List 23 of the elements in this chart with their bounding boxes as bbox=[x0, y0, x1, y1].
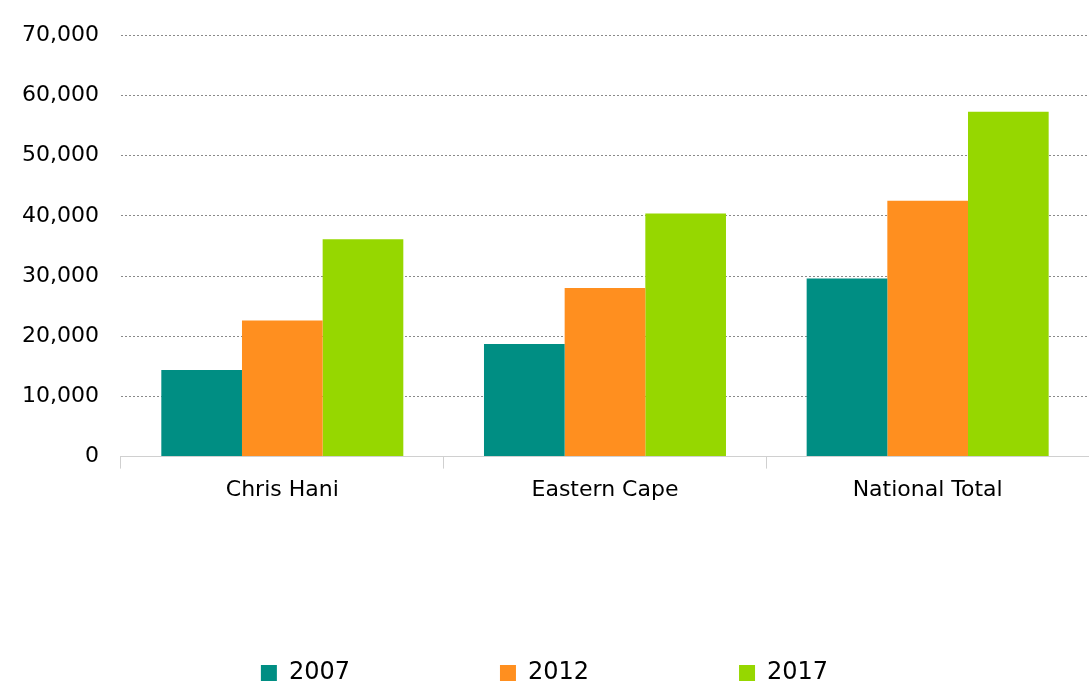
bar bbox=[806, 278, 888, 457]
legend-label: 2007 bbox=[288, 657, 350, 686]
bar bbox=[483, 344, 565, 457]
y-tick-label: 0 bbox=[84, 442, 99, 468]
bar bbox=[968, 111, 1049, 457]
y-tick-label: 60,000 bbox=[21, 81, 99, 107]
bar bbox=[322, 239, 404, 457]
x-tick-label: Eastern Cape bbox=[531, 475, 679, 501]
y-tick-label: 30,000 bbox=[21, 261, 99, 287]
x-tick-label: National Total bbox=[852, 475, 1003, 501]
bar bbox=[161, 369, 242, 457]
bar bbox=[564, 288, 646, 457]
y-tick-label: 70,000 bbox=[21, 20, 99, 46]
x-tick-label: Chris Hani bbox=[225, 475, 339, 501]
bar bbox=[241, 320, 323, 457]
legend-label: 2017 bbox=[767, 657, 829, 686]
bar bbox=[887, 200, 968, 457]
legend-label: 2012 bbox=[527, 657, 590, 686]
bar bbox=[645, 213, 726, 457]
y-tick-label: 20,000 bbox=[21, 321, 99, 347]
y-tick-label: 40,000 bbox=[21, 201, 99, 227]
y-tick-label: 50,000 bbox=[21, 141, 99, 167]
y-tick-label: 10,000 bbox=[21, 382, 99, 408]
